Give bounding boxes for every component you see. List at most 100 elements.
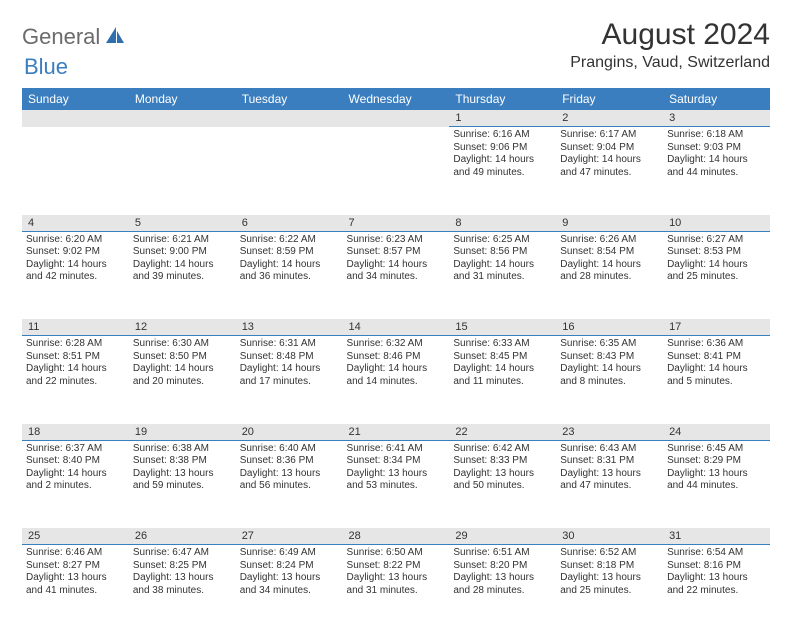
- sunset-text: Sunset: 8:48 PM: [240, 351, 339, 364]
- day-cell: Sunrise: 6:27 AMSunset: 8:53 PMDaylight:…: [663, 231, 770, 319]
- sunrise-text: Sunrise: 6:49 AM: [240, 547, 339, 560]
- day-cell: Sunrise: 6:42 AMSunset: 8:33 PMDaylight:…: [449, 440, 556, 528]
- daylight-text: Daylight: 13 hours: [453, 468, 552, 481]
- day-cell: Sunrise: 6:54 AMSunset: 8:16 PMDaylight:…: [663, 545, 770, 633]
- day-number-cell: 3: [663, 110, 770, 127]
- daylight-text: and 41 minutes.: [26, 585, 125, 598]
- daylight-text: Daylight: 14 hours: [133, 259, 232, 272]
- sunset-text: Sunset: 8:53 PM: [667, 246, 766, 259]
- daylight-text: Daylight: 14 hours: [667, 259, 766, 272]
- daylight-text: and 50 minutes.: [453, 480, 552, 493]
- daylight-text: and 14 minutes.: [347, 376, 446, 389]
- sunrise-text: Sunrise: 6:36 AM: [667, 338, 766, 351]
- sunset-text: Sunset: 8:33 PM: [453, 455, 552, 468]
- daylight-text: Daylight: 14 hours: [560, 259, 659, 272]
- day-number-cell: 24: [663, 424, 770, 441]
- daylight-text: and 44 minutes.: [667, 480, 766, 493]
- sunrise-text: Sunrise: 6:16 AM: [453, 129, 552, 142]
- day-cell: Sunrise: 6:50 AMSunset: 8:22 PMDaylight:…: [343, 545, 450, 633]
- day-number-row: 123: [22, 110, 770, 127]
- daylight-text: Daylight: 14 hours: [453, 259, 552, 272]
- week-row: Sunrise: 6:46 AMSunset: 8:27 PMDaylight:…: [22, 545, 770, 633]
- week-row: Sunrise: 6:16 AMSunset: 9:06 PM Daylight:…: [22, 127, 770, 215]
- daylight-text: and 39 minutes.: [133, 271, 232, 284]
- day-number-cell: 18: [22, 424, 129, 441]
- daylight-text: Daylight: 14 hours: [26, 468, 125, 481]
- sunrise-text: Sunrise: 6:33 AM: [453, 338, 552, 351]
- daylight-text: Daylight: 13 hours: [240, 572, 339, 585]
- day-number-row: 18192021222324: [22, 424, 770, 441]
- sunrise-text: Sunrise: 6:25 AM: [453, 234, 552, 247]
- day-number-cell: 13: [236, 319, 343, 336]
- logo-text-general: General: [22, 24, 100, 50]
- day-number-cell: 29: [449, 528, 556, 545]
- day-cell: Sunrise: 6:51 AMSunset: 8:20 PMDaylight:…: [449, 545, 556, 633]
- daylight-text: and 59 minutes.: [133, 480, 232, 493]
- daylight-text: and 20 minutes.: [133, 376, 232, 389]
- sunset-text: Sunset: 8:25 PM: [133, 560, 232, 573]
- daylight-text: Daylight: 14 hours: [453, 363, 552, 376]
- day-cell: Sunrise: 6:38 AMSunset: 8:38 PMDaylight:…: [129, 440, 236, 528]
- location: Prangins, Vaud, Switzerland: [570, 54, 770, 72]
- day-number-cell: [22, 110, 129, 127]
- day-number-cell: 6: [236, 215, 343, 232]
- sunset-text: Sunset: 8:59 PM: [240, 246, 339, 259]
- day-number-row: 11121314151617: [22, 319, 770, 336]
- day-cell: Sunrise: 6:47 AMSunset: 8:25 PMDaylight:…: [129, 545, 236, 633]
- day-number-cell: [343, 110, 450, 127]
- sunrise-text: Sunrise: 6:43 AM: [560, 443, 659, 456]
- daylight-text: Daylight: 14 hours: [560, 363, 659, 376]
- sunset-text: Sunset: 8:43 PM: [560, 351, 659, 364]
- day-number-row: 25262728293031: [22, 528, 770, 545]
- week-row: Sunrise: 6:20 AMSunset: 9:02 PM Daylight:…: [22, 231, 770, 319]
- day-number-cell: 26: [129, 528, 236, 545]
- day-cell: [236, 127, 343, 215]
- daylight-text: and 36 minutes.: [240, 271, 339, 284]
- day-of-week-row: Sunday Monday Tuesday Wednesday Thursday…: [22, 88, 770, 110]
- day-cell: Sunrise: 6:20 AMSunset: 9:02 PMDaylight:…: [22, 231, 129, 319]
- daylight-text: Daylight: 13 hours: [133, 468, 232, 481]
- day-cell: Sunrise: 6:17 AMSunset: 9:04 PMDaylight:…: [556, 127, 663, 215]
- sunset-text: Sunset: 8:34 PM: [347, 455, 446, 468]
- dow-saturday: Saturday: [663, 88, 770, 110]
- day-cell: Sunrise: 6:18 AMSunset: 9:03 PMDaylight:…: [663, 127, 770, 215]
- sunrise-text: Sunrise: 6:20 AM: [26, 234, 125, 247]
- sunrise-text: Sunrise: 6:32 AM: [347, 338, 446, 351]
- sunrise-text: Sunrise: 6:27 AM: [667, 234, 766, 247]
- sunset-text: Sunset: 8:40 PM: [26, 455, 125, 468]
- daylight-text: Daylight: 13 hours: [347, 468, 446, 481]
- day-cell: Sunrise: 6:46 AMSunset: 8:27 PMDaylight:…: [22, 545, 129, 633]
- sunrise-text: Sunrise: 6:51 AM: [453, 547, 552, 560]
- day-cell: Sunrise: 6:22 AMSunset: 8:59 PMDaylight:…: [236, 231, 343, 319]
- daylight-text: and 28 minutes.: [560, 271, 659, 284]
- day-cell: Sunrise: 6:37 AMSunset: 8:40 PMDaylight:…: [22, 440, 129, 528]
- daylight-text: and 47 minutes.: [560, 167, 659, 180]
- sunrise-text: Sunrise: 6:22 AM: [240, 234, 339, 247]
- sunrise-text: Sunrise: 6:26 AM: [560, 234, 659, 247]
- day-cell: Sunrise: 6:32 AMSunset: 8:46 PMDaylight:…: [343, 336, 450, 424]
- day-number-cell: 9: [556, 215, 663, 232]
- daylight-text: Daylight: 14 hours: [667, 154, 766, 167]
- day-number-cell: 11: [22, 319, 129, 336]
- logo-sail-icon: [104, 25, 126, 50]
- dow-wednesday: Wednesday: [343, 88, 450, 110]
- day-cell: Sunrise: 6:36 AMSunset: 8:41 PMDaylight:…: [663, 336, 770, 424]
- day-cell: Sunrise: 6:45 AMSunset: 8:29 PMDaylight:…: [663, 440, 770, 528]
- daylight-text: and 8 minutes.: [560, 376, 659, 389]
- sunrise-text: Sunrise: 6:54 AM: [667, 547, 766, 560]
- sunset-text: Sunset: 9:06 PM: [453, 142, 552, 155]
- daylight-text: and 17 minutes.: [240, 376, 339, 389]
- week-row: Sunrise: 6:28 AMSunset: 8:51 PMDaylight:…: [22, 336, 770, 424]
- dow-thursday: Thursday: [449, 88, 556, 110]
- day-cell: Sunrise: 6:30 AMSunset: 8:50 PMDaylight:…: [129, 336, 236, 424]
- daylight-text: Daylight: 13 hours: [453, 572, 552, 585]
- daylight-text: Daylight: 13 hours: [667, 572, 766, 585]
- daylight-text: and 11 minutes.: [453, 376, 552, 389]
- daylight-text: and 22 minutes.: [26, 376, 125, 389]
- day-cell: Sunrise: 6:49 AMSunset: 8:24 PMDaylight:…: [236, 545, 343, 633]
- sunset-text: Sunset: 8:18 PM: [560, 560, 659, 573]
- sunset-text: Sunset: 9:02 PM: [26, 246, 125, 259]
- dow-sunday: Sunday: [22, 88, 129, 110]
- sunrise-text: Sunrise: 6:21 AM: [133, 234, 232, 247]
- sunrise-text: Sunrise: 6:40 AM: [240, 443, 339, 456]
